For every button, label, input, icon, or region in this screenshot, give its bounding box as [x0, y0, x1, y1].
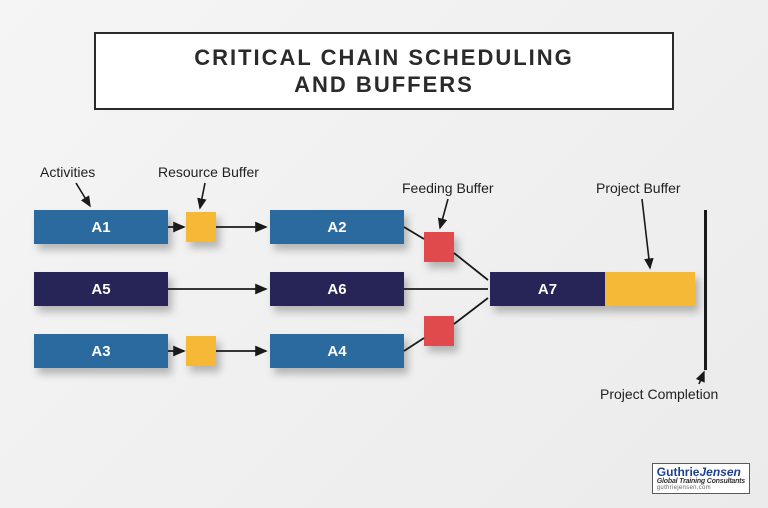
label-activities: Activities [40, 164, 95, 180]
block-a4-text: A4 [327, 343, 346, 360]
block-a3: A3 [34, 334, 168, 368]
completion-line [704, 210, 707, 370]
project-buffer-block [605, 272, 695, 306]
resource-buffer-1 [186, 212, 216, 242]
label-resource-buffer: Resource Buffer [158, 164, 259, 180]
logo-line3: guthriejensen.com [657, 485, 745, 491]
logo-jensen: Jensen [699, 465, 740, 479]
logo-line2: Global Training Consultants [657, 478, 745, 485]
block-a1: A1 [34, 210, 168, 244]
block-a2: A2 [270, 210, 404, 244]
block-a5-text: A5 [91, 281, 110, 298]
block-a3-text: A3 [91, 343, 110, 360]
feeding-buffer-2 [424, 316, 454, 346]
label-feeding-buffer: Feeding Buffer [402, 180, 494, 196]
block-a6: A6 [270, 272, 404, 306]
block-a7: A7 [490, 272, 605, 306]
block-a5: A5 [34, 272, 168, 306]
block-a4: A4 [270, 334, 404, 368]
logo-guthrie: Guthrie [657, 465, 700, 479]
resource-buffer-2 [186, 336, 216, 366]
feeding-buffer-1 [424, 232, 454, 262]
logo: GuthrieJensen Global Training Consultant… [652, 463, 750, 494]
block-a1-text: A1 [91, 219, 110, 236]
label-project-completion: Project Completion [600, 386, 718, 402]
diagram-canvas: Activities Resource Buffer Feeding Buffe… [0, 0, 768, 508]
logo-line1: GuthrieJensen [657, 466, 745, 478]
block-a6-text: A6 [327, 281, 346, 298]
arrows-svg [0, 0, 768, 508]
block-a7-text: A7 [538, 281, 557, 298]
label-project-buffer: Project Buffer [596, 180, 681, 196]
block-a2-text: A2 [327, 219, 346, 236]
